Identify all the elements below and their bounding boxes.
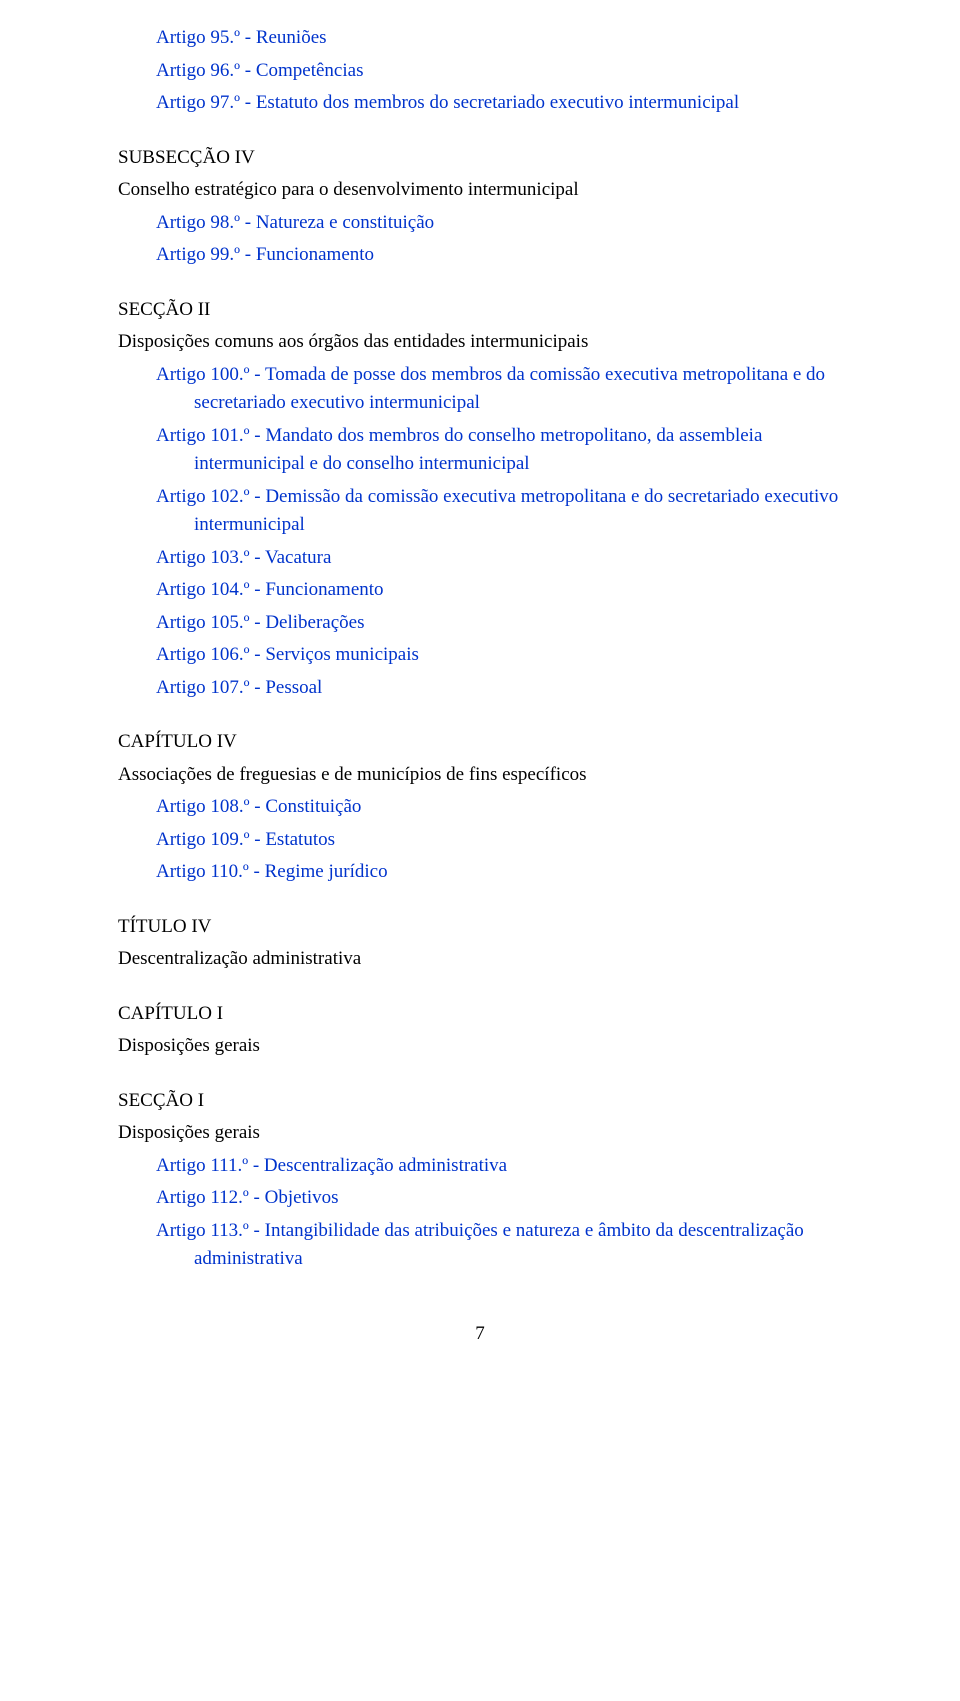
toc-link[interactable]: Artigo 95.º - Reuniões bbox=[156, 24, 842, 53]
section-heading: SECÇÃO I bbox=[118, 1087, 842, 1116]
section-heading: CAPÍTULO IV bbox=[118, 728, 842, 757]
toc-link[interactable]: Artigo 105.º - Deliberações bbox=[156, 609, 842, 638]
section-subtitle: Associações de freguesias e de município… bbox=[118, 761, 842, 790]
toc-link[interactable]: Artigo 103.º - Vacatura bbox=[156, 544, 842, 573]
toc-link[interactable]: Artigo 109.º - Estatutos bbox=[156, 826, 842, 855]
section-subtitle: Disposições comuns aos órgãos das entida… bbox=[118, 328, 842, 357]
section-subtitle: Disposições gerais bbox=[118, 1032, 842, 1061]
section-subtitle: Descentralização administrativa bbox=[118, 945, 842, 974]
section-heading: SUBSECÇÃO IV bbox=[118, 144, 842, 173]
section-heading: CAPÍTULO I bbox=[118, 1000, 842, 1029]
toc-link[interactable]: Artigo 107.º - Pessoal bbox=[156, 674, 842, 703]
toc-link[interactable]: Artigo 97.º - Estatuto dos membros do se… bbox=[156, 89, 842, 118]
section-heading: TÍTULO IV bbox=[118, 913, 842, 942]
toc-link[interactable]: Artigo 106.º - Serviços municipais bbox=[156, 641, 842, 670]
toc-link[interactable]: Artigo 108.º - Constituição bbox=[156, 793, 842, 822]
toc-link[interactable]: Artigo 102.º - Demissão da comissão exec… bbox=[156, 483, 842, 540]
toc-link[interactable]: Artigo 101.º - Mandato dos membros do co… bbox=[156, 422, 842, 479]
section-heading: SECÇÃO II bbox=[118, 296, 842, 325]
toc-link[interactable]: Artigo 111.º - Descentralização administ… bbox=[156, 1152, 842, 1181]
toc-link[interactable]: Artigo 113.º - Intangibilidade das atrib… bbox=[156, 1217, 842, 1274]
section-subtitle: Conselho estratégico para o desenvolvime… bbox=[118, 176, 842, 205]
toc-link[interactable]: Artigo 110.º - Regime jurídico bbox=[156, 858, 842, 887]
toc-link[interactable]: Artigo 96.º - Competências bbox=[156, 57, 842, 86]
section-subtitle: Disposições gerais bbox=[118, 1119, 842, 1148]
toc-link[interactable]: Artigo 104.º - Funcionamento bbox=[156, 576, 842, 605]
toc-link[interactable]: Artigo 112.º - Objetivos bbox=[156, 1184, 842, 1213]
page-number: 7 bbox=[118, 1320, 842, 1349]
toc-link[interactable]: Artigo 100.º - Tomada de posse dos membr… bbox=[156, 361, 842, 418]
toc-link[interactable]: Artigo 99.º - Funcionamento bbox=[156, 241, 842, 270]
toc-link[interactable]: Artigo 98.º - Natureza e constituição bbox=[156, 209, 842, 238]
